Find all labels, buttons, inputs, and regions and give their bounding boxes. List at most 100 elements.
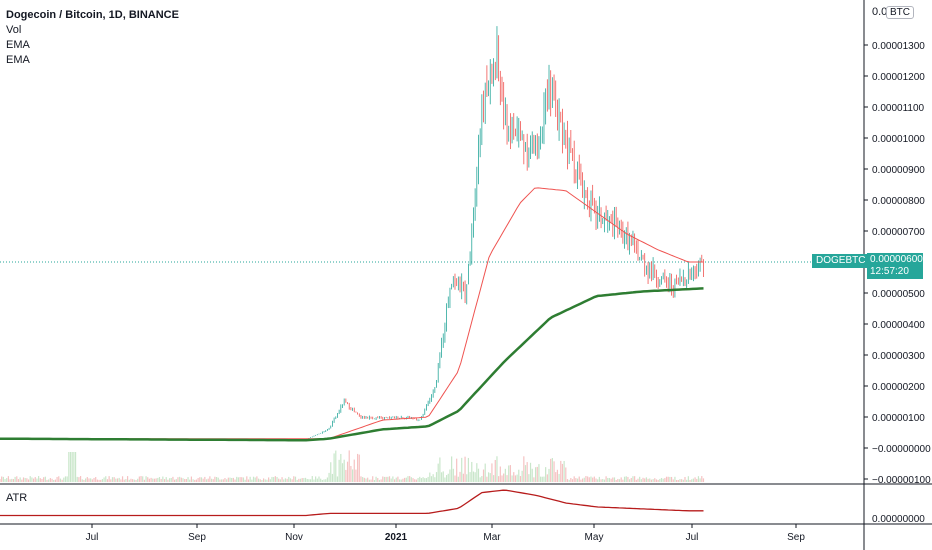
volume-bar: [456, 458, 458, 482]
volume-bar: [477, 468, 480, 482]
volume-bar: [514, 475, 517, 482]
volume-bar: [662, 478, 664, 482]
volume-bar: [261, 479, 263, 482]
volume-bar: [474, 472, 476, 482]
volume-bar: [189, 479, 191, 482]
volume-bar: [610, 478, 612, 482]
volume-bar: [526, 462, 528, 482]
volume-bar: [150, 477, 152, 482]
volume-bar: [538, 464, 540, 482]
legend-indicator-ema-2[interactable]: EMA: [6, 54, 30, 66]
volume-bar: [76, 476, 78, 482]
volume-bar: [88, 478, 90, 482]
volume-bar: [419, 476, 421, 482]
volume-bar: [123, 479, 125, 482]
volume-bar: [627, 476, 629, 482]
volume-bar: [503, 473, 505, 482]
volume-bar: [39, 478, 41, 482]
time-tick-label: Jul: [86, 532, 99, 543]
volume-bar: [262, 478, 265, 482]
chart-legend: Dogecoin / Bitcoin, 1D, BINANCE Vol EMA …: [6, 8, 179, 68]
volume-bar: [487, 472, 490, 482]
volume-bar: [603, 479, 606, 482]
volume-bar: [484, 463, 486, 482]
volume-bar: [19, 477, 21, 482]
volume-bar: [184, 479, 186, 482]
volume-bar: [2, 476, 4, 482]
volume-bar: [618, 479, 621, 482]
volume-bar: [363, 477, 365, 482]
volume-bar: [338, 459, 340, 482]
volume-bar: [44, 476, 46, 482]
price-tick-label: −0.00000000: [872, 444, 931, 455]
volume-bar: [499, 466, 501, 482]
volume-bar: [175, 479, 177, 482]
volume-bar: [380, 479, 382, 482]
volume-bar: [506, 475, 508, 482]
volume-bar: [205, 479, 208, 482]
volume-bar: [237, 477, 240, 482]
volume-bar: [560, 460, 562, 482]
volume-bar: [125, 479, 127, 482]
volume-bar: [143, 479, 145, 482]
volume-bar: [51, 478, 53, 482]
volume-bar: [239, 477, 241, 482]
volume-bar: [701, 476, 703, 482]
volume-bar: [435, 472, 438, 482]
volume-bar: [692, 478, 694, 482]
volume-bar: [266, 479, 268, 482]
volume-bar: [669, 476, 671, 482]
volume-bar: [660, 477, 663, 482]
volume-bar: [120, 479, 122, 482]
volume-bar: [568, 479, 570, 482]
volume-bar: [655, 479, 658, 482]
volume-bar: [501, 475, 503, 482]
time-tick-label: Jul: [686, 532, 699, 543]
volume-bar: [133, 479, 135, 482]
volume-bar: [108, 476, 110, 482]
volume-bar: [333, 453, 335, 482]
bar-countdown: 12:57:20: [870, 266, 909, 277]
volume-bar: [231, 477, 233, 482]
volume-bar: [116, 478, 119, 482]
current-price-tag: 0.00000600 12:57:20: [867, 253, 923, 279]
volume-bar: [639, 476, 641, 482]
volume-bar: [192, 479, 194, 482]
volume-bar: [430, 476, 433, 482]
volume-bar: [654, 478, 656, 482]
volume-bar: [167, 479, 169, 482]
volume-bar: [637, 478, 639, 482]
volume-bar: [244, 479, 246, 482]
volume-bar: [197, 478, 199, 482]
volume-bar: [676, 479, 678, 482]
volume-bar: [504, 468, 506, 482]
volume-bar: [343, 459, 345, 482]
atr-pane-label[interactable]: ATR: [6, 492, 28, 504]
volume-bar: [407, 476, 409, 482]
volume-bar: [625, 476, 627, 482]
volume-bar: [315, 476, 317, 482]
volume-bar: [513, 472, 515, 482]
volume-bar: [274, 476, 276, 482]
volume-bar: [351, 469, 354, 482]
volume-bar: [71, 452, 73, 482]
volume-bar: [162, 476, 164, 482]
volume-bar: [679, 479, 681, 482]
volume-bar: [269, 479, 271, 482]
volume-bar: [215, 476, 218, 482]
volume-bar: [546, 474, 548, 482]
volume-bar: [357, 453, 359, 482]
legend-indicator-ema-1[interactable]: EMA: [6, 39, 30, 51]
volume-bar: [66, 476, 68, 482]
volume-bar: [370, 479, 372, 482]
volume-bar: [43, 477, 45, 482]
volume-bar: [180, 477, 182, 482]
currency-badge[interactable]: BTC: [886, 6, 914, 19]
volume-bar: [26, 478, 28, 482]
legend-indicator-vol[interactable]: Vol: [6, 24, 22, 36]
volume-bar: [348, 450, 350, 482]
volume-bar: [345, 469, 347, 482]
volume-bar: [121, 476, 124, 482]
volume-bar: [558, 473, 560, 482]
